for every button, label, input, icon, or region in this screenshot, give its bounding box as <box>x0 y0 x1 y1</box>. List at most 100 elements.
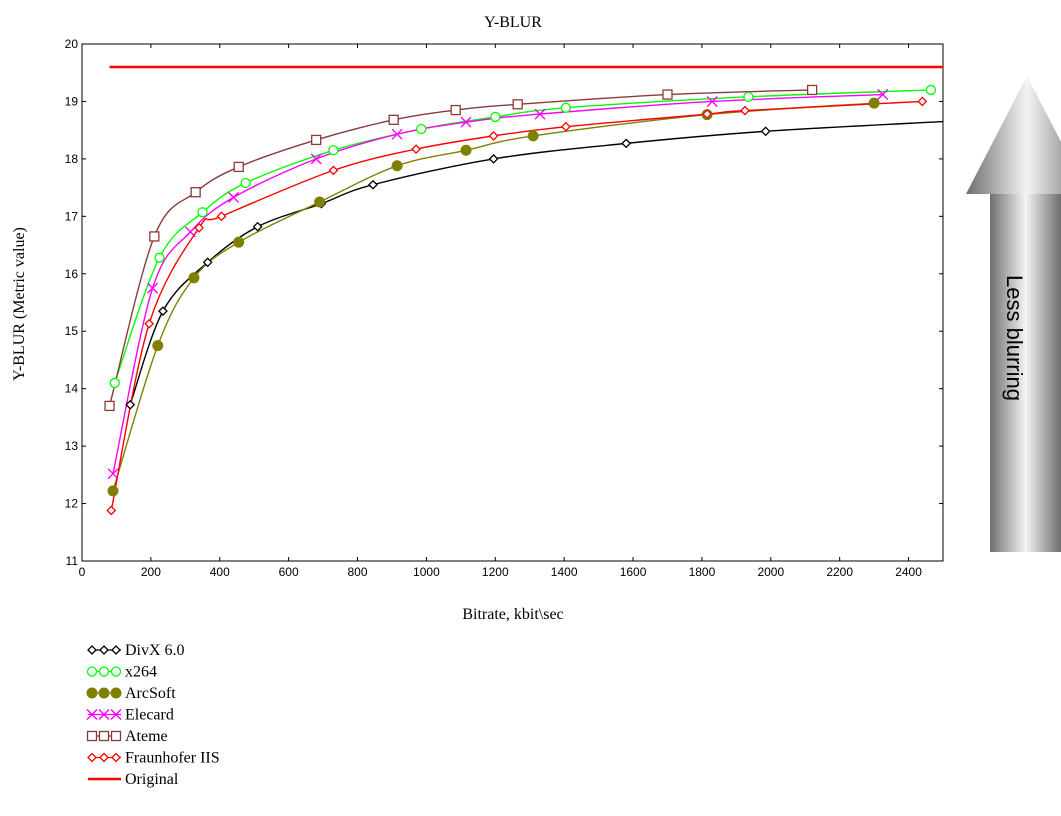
data-point-fraunhofer-iis <box>194 222 205 233</box>
legend-label: Fraunhofer IIS <box>125 750 220 767</box>
data-point-arcsoft <box>107 485 119 497</box>
data-point-divx-6-0 <box>368 179 378 190</box>
data-point-ateme <box>311 134 322 146</box>
data-point-elecard <box>706 95 718 107</box>
data-point-fraunhofer-iis <box>917 96 928 107</box>
legend-marker <box>87 645 97 655</box>
data-point-fraunhofer-iis <box>740 105 750 116</box>
series-line-elecard <box>112 93 883 474</box>
data-point-ateme <box>149 231 160 242</box>
data-point-x264 <box>197 207 208 218</box>
legend-label: Ateme <box>125 728 168 745</box>
legend-label: DivX 6.0 <box>125 642 185 659</box>
data-point-x264 <box>328 145 339 156</box>
data-point-elecard <box>107 468 119 480</box>
legend-marker <box>98 730 110 742</box>
data-point-fraunhofer-iis <box>144 318 155 329</box>
data-point-fraunhofer-iis <box>328 165 339 176</box>
series-line-fraunhofer-iis <box>110 100 923 511</box>
series-line-divx-6-0 <box>129 120 944 405</box>
data-point-ateme <box>512 99 523 110</box>
y-tick-label: 14 <box>65 382 79 396</box>
legend-marker <box>99 752 109 763</box>
x-tick-label: 1800 <box>689 565 716 579</box>
legend-label: Original <box>125 771 179 788</box>
legend-marker <box>87 752 97 763</box>
data-point-elecard <box>391 128 403 140</box>
data-point-elecard <box>147 282 159 294</box>
x-tick-label: 800 <box>348 565 368 579</box>
data-point-arcsoft <box>233 236 245 248</box>
data-point-fraunhofer-iis <box>702 109 713 120</box>
y-tick-label: 18 <box>65 152 79 166</box>
data-point-divx-6-0 <box>760 126 771 137</box>
legend-marker <box>98 709 110 720</box>
data-point-ateme <box>190 187 201 198</box>
x-tick-label: 2200 <box>826 565 853 579</box>
y-tick-label: 19 <box>65 94 79 108</box>
x-tick-label: 1400 <box>551 565 578 579</box>
legend-marker <box>111 645 121 655</box>
data-point-arcsoft <box>314 196 326 208</box>
series-lines <box>108 65 944 511</box>
legend-item-arcsoft: ArcSoft <box>86 685 176 702</box>
data-point-divx-6-0 <box>621 138 632 149</box>
x-tick-label: 0 <box>79 565 86 579</box>
y-tick-label: 11 <box>66 554 79 568</box>
plot-frame <box>81 43 944 562</box>
legend-label: Elecard <box>125 707 174 724</box>
data-point-elecard <box>534 108 546 120</box>
y-tick-label: 20 <box>65 37 79 51</box>
y-tick-label: 17 <box>65 209 79 223</box>
legend: DivX 6.0 x264 ArcSoft Elecard Ateme Fraunhofe… <box>86 642 220 788</box>
x-tick-label: 200 <box>141 565 161 579</box>
data-point-divx-6-0 <box>125 399 136 410</box>
data-point-arcsoft <box>527 130 539 142</box>
data-point-ateme <box>450 104 461 116</box>
data-point-arcsoft <box>460 144 472 156</box>
x-tick-label: 2400 <box>895 565 922 579</box>
data-point-x264 <box>743 91 754 102</box>
data-point-fraunhofer-iis <box>216 211 227 222</box>
series-line-ateme <box>108 89 813 407</box>
data-point-ateme <box>806 84 818 96</box>
legend-label: ArcSoft <box>125 685 176 702</box>
data-point-fraunhofer-iis <box>560 121 571 132</box>
less-blurring-arrow: Less blurring <box>966 76 1061 552</box>
series-line-x264 <box>114 89 931 384</box>
x-tick-label: 1000 <box>413 565 440 579</box>
data-point-ateme <box>388 114 399 125</box>
data-point-x264 <box>925 84 937 96</box>
chart-title: Y-BLUR <box>484 14 542 31</box>
legend-item-divx-6-0: DivX 6.0 <box>87 642 185 659</box>
legend-label: x264 <box>125 664 157 681</box>
x-axis-title: Bitrate, kbit\sec <box>462 606 563 623</box>
legend-marker <box>86 730 98 742</box>
data-point-ateme <box>662 89 673 100</box>
legend-item-elecard: Elecard <box>86 707 174 724</box>
data-point-divx-6-0 <box>158 306 168 317</box>
legend-item-x264: x264 <box>86 664 157 681</box>
data-point-ateme <box>104 400 115 412</box>
legend-marker <box>111 752 121 763</box>
legend-marker <box>110 730 122 742</box>
legend-item-ateme: Ateme <box>86 728 168 745</box>
axis-ticks: 0 200 400 600 800 1000 1200 1400 1600 1800 2000 220… <box>65 37 943 579</box>
x-tick-label: 2000 <box>757 565 784 579</box>
data-point-arcsoft <box>188 272 200 284</box>
legend-marker <box>110 666 122 677</box>
series-markers <box>104 84 937 516</box>
legend-item-original: Original <box>88 771 179 788</box>
data-point-elecard <box>460 116 472 128</box>
legend-marker <box>86 709 98 720</box>
data-point-x264 <box>490 111 501 123</box>
data-point-x264 <box>109 377 120 389</box>
data-point-divx-6-0 <box>488 153 499 164</box>
data-point-elecard <box>184 226 196 238</box>
y-axis-title: Y-BLUR (Metric value) <box>11 227 28 381</box>
data-point-arcsoft <box>391 160 403 172</box>
data-point-divx-6-0 <box>202 257 213 268</box>
x-tick-label: 1600 <box>620 565 647 579</box>
data-point-x264 <box>154 252 165 263</box>
